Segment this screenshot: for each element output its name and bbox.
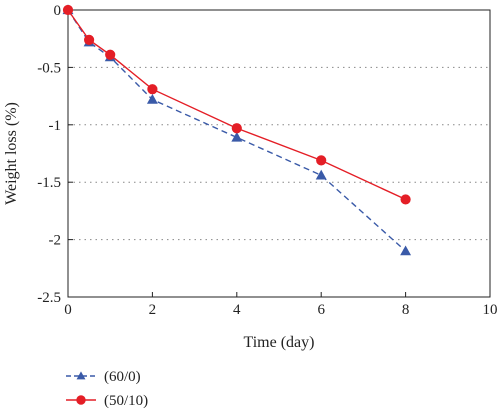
- y-tick-label-3: -1.5: [37, 175, 61, 191]
- axis-ticks: 0 2 4 6 8 10 0 -0.5 -1 -1.5 -2 -2.5: [37, 3, 497, 318]
- data-point-0-5: [315, 169, 327, 180]
- x-tick-label-2: 4: [233, 302, 241, 318]
- data-point-1-0: [62, 4, 74, 16]
- x-tick-label-4: 8: [402, 302, 410, 318]
- data-point-1-2: [105, 49, 116, 60]
- data-point-1-5: [316, 155, 327, 166]
- gridlines: [68, 66, 490, 241]
- y-axis-title: Weight loss (%): [3, 102, 20, 205]
- data-point-1-4: [231, 123, 242, 134]
- legend-label-1: (50/10): [104, 393, 148, 409]
- legend-item-1: (50/10): [66, 393, 148, 409]
- y-tick-label-5: -2.5: [37, 290, 61, 306]
- data-point-0-6: [400, 245, 412, 256]
- legend-item-0: (60/0): [66, 369, 141, 385]
- y-tick-label-2: -1: [49, 118, 62, 134]
- x-tick-label-0: 0: [64, 302, 72, 318]
- legend-marker-1: [76, 395, 86, 405]
- legend: (60/0) (50/10): [66, 369, 148, 409]
- series-1: [62, 4, 411, 205]
- data-point-0-3: [146, 93, 158, 104]
- data-point-1-6: [400, 194, 411, 205]
- data-point-0-4: [231, 131, 243, 142]
- x-tick-label-1: 2: [149, 302, 157, 318]
- data-series: [62, 4, 412, 256]
- legend-marker-0: [76, 371, 86, 380]
- x-tick-label-5: 10: [483, 302, 498, 318]
- y-tick-label-4: -2: [49, 233, 62, 249]
- y-tick-label-0: 0: [54, 3, 62, 19]
- x-tick-label-3: 6: [317, 302, 325, 318]
- legend-label-0: (60/0): [104, 369, 141, 385]
- x-axis-title: Time (day): [244, 334, 315, 351]
- data-point-1-3: [147, 84, 158, 95]
- series-line-1: [67, 9, 406, 201]
- plot-frame: [67, 9, 491, 298]
- y-tick-label-1: -0.5: [37, 60, 61, 76]
- data-point-1-1: [84, 34, 95, 45]
